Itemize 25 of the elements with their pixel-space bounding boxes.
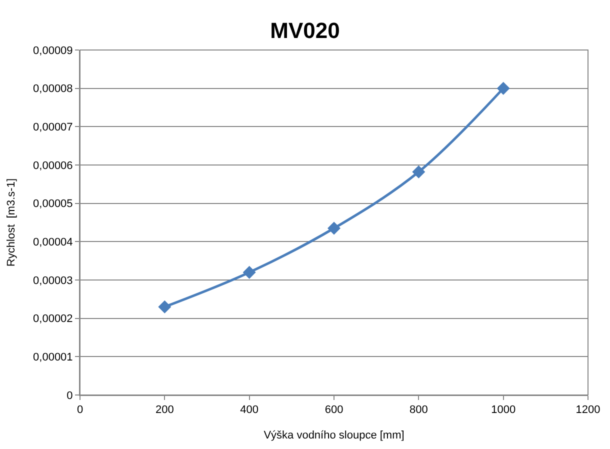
point bbox=[412, 165, 426, 178]
x-tick-label: 1000 bbox=[491, 404, 516, 416]
y-axis-title: Rychlost [m3.s-1] bbox=[6, 178, 18, 267]
x-tick-label: 800 bbox=[409, 404, 428, 416]
x-axis-title: Výška vodního sloupce [mm] bbox=[264, 429, 404, 442]
point bbox=[158, 300, 172, 314]
x-tick-label: 400 bbox=[240, 404, 259, 416]
point bbox=[242, 266, 256, 279]
y-tick-label: 0,00007 bbox=[33, 122, 73, 134]
y-tick-label: 0,00003 bbox=[33, 274, 73, 287]
y-tick-label: 0,00005 bbox=[33, 198, 73, 210]
x-tick-label: 600 bbox=[324, 404, 344, 416]
point bbox=[328, 222, 340, 235]
y-tick-label: 0,00002 bbox=[33, 313, 73, 326]
y-tick-label: 0,00001 bbox=[33, 352, 73, 364]
chart-title: MV020 bbox=[270, 18, 340, 43]
point bbox=[496, 82, 510, 95]
y-tick-label: 0 bbox=[66, 390, 73, 402]
y-tick-label: 0,00008 bbox=[33, 83, 73, 96]
x-tick-label: 1200 bbox=[576, 404, 600, 416]
y-tick-label: 0,00009 bbox=[33, 44, 73, 57]
x-tick-label: 0 bbox=[76, 404, 84, 416]
y-tick-label: 0,00006 bbox=[33, 160, 73, 172]
x-tick-label: 200 bbox=[155, 404, 174, 416]
y-tick-label: 0,00004 bbox=[33, 236, 73, 249]
